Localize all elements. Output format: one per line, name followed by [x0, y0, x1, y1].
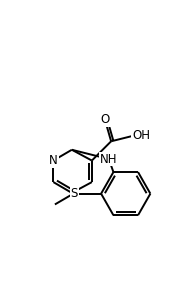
Text: S: S [70, 187, 78, 200]
Text: OH: OH [132, 129, 150, 142]
Text: O: O [100, 113, 110, 126]
Text: N: N [49, 154, 58, 167]
Text: NH: NH [100, 152, 118, 166]
